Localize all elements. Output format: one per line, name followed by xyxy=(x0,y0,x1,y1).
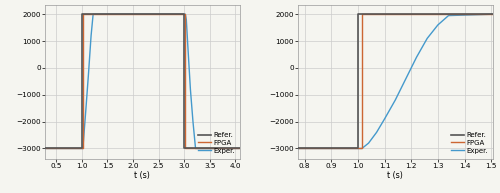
Legend: Refer., FPGA, Exper.: Refer., FPGA, Exper. xyxy=(198,131,236,154)
X-axis label: t (s): t (s) xyxy=(134,171,150,180)
Legend: Refer., FPGA, Exper.: Refer., FPGA, Exper. xyxy=(450,131,489,154)
X-axis label: t (s): t (s) xyxy=(388,171,403,180)
